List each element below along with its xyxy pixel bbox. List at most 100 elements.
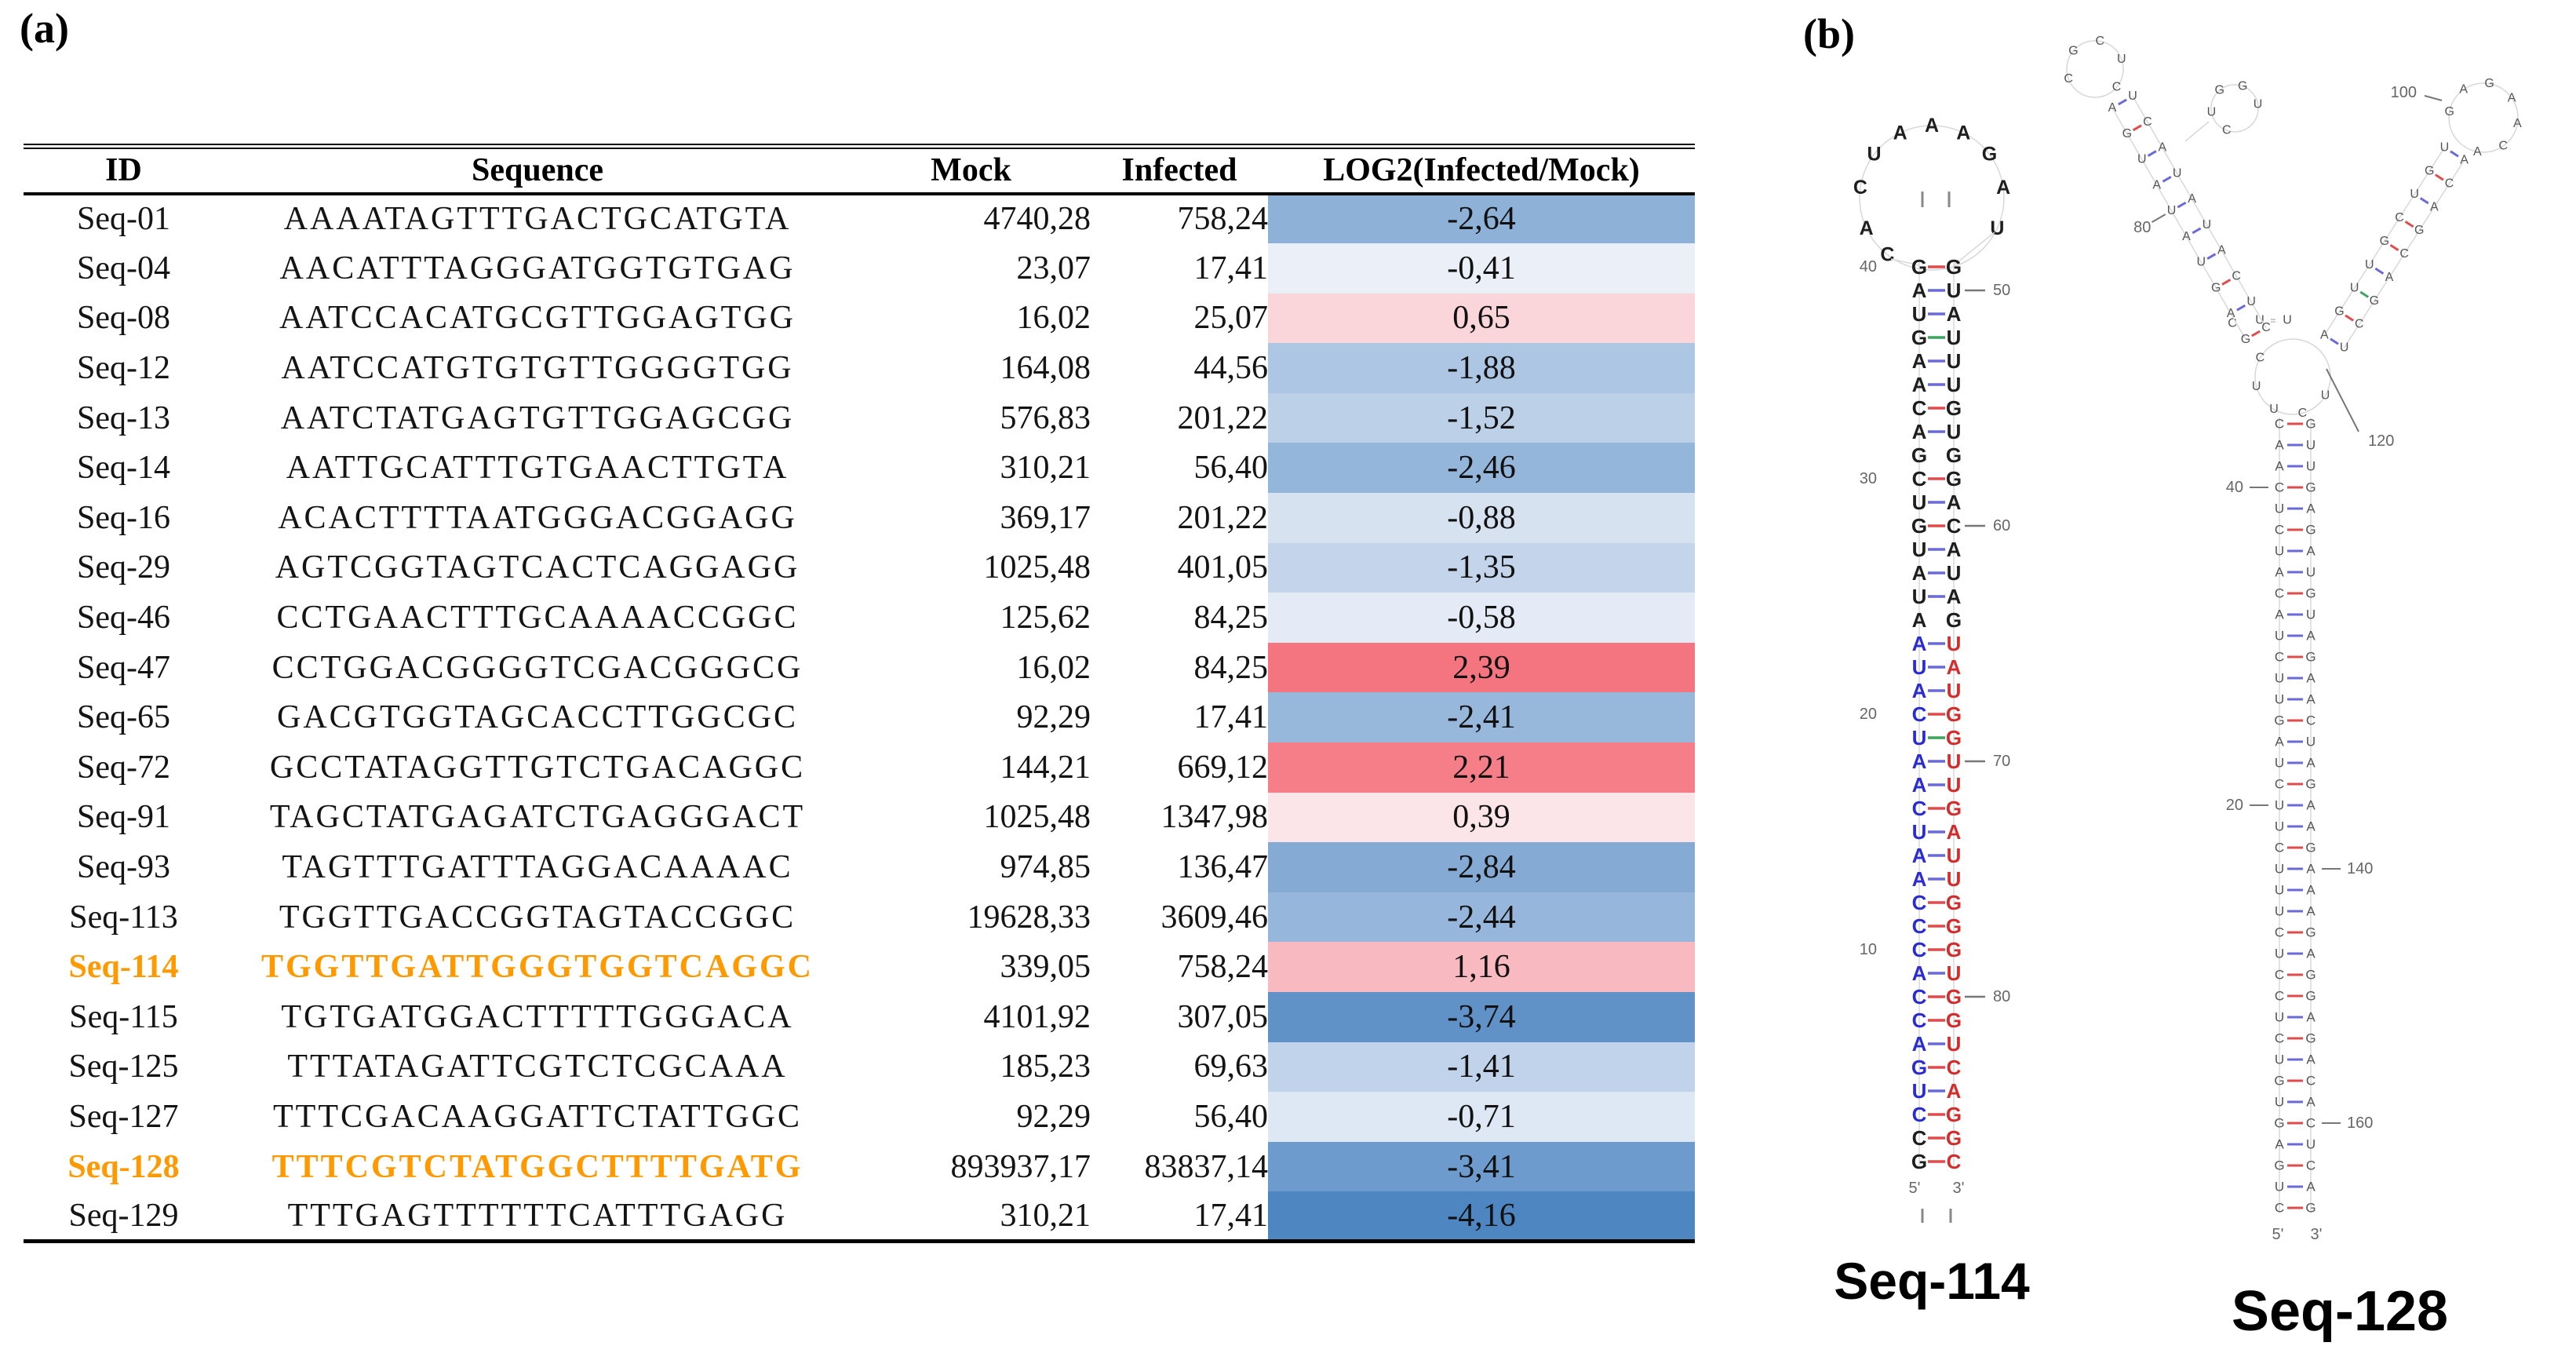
infected-value-cell: 201,22 bbox=[1177, 399, 1269, 436]
mock-value-cell: 16,02 bbox=[1016, 649, 1091, 686]
mock-value-cell: 1025,48 bbox=[983, 549, 1091, 586]
id-cell: Seq-125 bbox=[68, 1049, 179, 1085]
svg-text:A: A bbox=[1956, 122, 1970, 144]
svg-text:U: U bbox=[1912, 655, 1927, 679]
svg-text:G: G bbox=[1911, 255, 1927, 279]
svg-text:C: C bbox=[2275, 523, 2284, 538]
svg-text:G: G bbox=[1946, 726, 1962, 750]
sequence-cell: AAAATAGTTTGACTGCATGTA bbox=[283, 201, 792, 238]
svg-text:U: U bbox=[2283, 314, 2292, 327]
svg-text:A: A bbox=[1912, 679, 1927, 702]
sequence-cell: CCTGAACTTTGCAAAACCGGC bbox=[276, 600, 799, 637]
svg-text:70: 70 bbox=[1993, 753, 2010, 770]
svg-text:C: C bbox=[1912, 985, 1927, 1009]
svg-text:A: A bbox=[1912, 844, 1927, 867]
svg-text:U: U bbox=[2306, 735, 2315, 750]
infected-value-cell: 17,41 bbox=[1193, 1197, 1269, 1234]
svg-text:3': 3' bbox=[2311, 1226, 2323, 1243]
svg-text:C: C bbox=[1912, 1126, 1927, 1150]
svg-text:G: G bbox=[2305, 417, 2315, 432]
svg-text:G: G bbox=[1911, 443, 1927, 467]
svg-text:A: A bbox=[2108, 101, 2117, 115]
svg-text:U: U bbox=[1947, 773, 1962, 797]
svg-text:C: C bbox=[2498, 140, 2508, 153]
svg-text:C: C bbox=[1912, 396, 1927, 420]
svg-text:G: G bbox=[2305, 523, 2315, 538]
id-cell: Seq-04 bbox=[77, 250, 170, 286]
svg-text:A: A bbox=[2275, 438, 2284, 453]
svg-text:C: C bbox=[1912, 1103, 1927, 1126]
mock-value-cell: 92,29 bbox=[1016, 699, 1091, 736]
svg-text:A: A bbox=[1912, 961, 1927, 985]
mock-value-cell: 1025,48 bbox=[983, 799, 1091, 836]
id-cell: Seq-128 bbox=[67, 1148, 180, 1185]
svg-text:U: U bbox=[2275, 692, 2284, 707]
id-cell: Seq-01 bbox=[77, 201, 170, 238]
svg-text:C: C bbox=[2275, 586, 2284, 601]
svg-text:A: A bbox=[2275, 1137, 2284, 1152]
svg-text:A: A bbox=[1912, 373, 1927, 396]
svg-text:G: G bbox=[2305, 841, 2315, 855]
table-row: Seq-128 TTTCGTCTATGGCTTTTGATG 893937,17 838… bbox=[24, 1141, 1695, 1192]
svg-text:C: C bbox=[2095, 35, 2104, 48]
svg-text:C: C bbox=[2306, 713, 2315, 728]
id-cell: Seq-115 bbox=[69, 998, 178, 1035]
svg-text:G: G bbox=[1911, 514, 1927, 538]
svg-text:U: U bbox=[2203, 218, 2212, 232]
sequence-cell: TAGCTATGAGATCTGAGGGACT bbox=[269, 799, 806, 836]
table-row: Seq-115 TGTGATGGACTTTTTGGGACA 4101,92 307,0… bbox=[24, 992, 1695, 1042]
svg-text:U: U bbox=[2440, 140, 2450, 154]
svg-text:U: U bbox=[2275, 798, 2284, 813]
svg-text:C: C bbox=[1912, 914, 1927, 938]
log2-heatmap-cell: -3,74 bbox=[1268, 992, 1695, 1042]
sequence-cell: TTTATAGATTCGTCTCGCAAA bbox=[287, 1049, 788, 1085]
svg-text:A: A bbox=[2473, 145, 2482, 159]
id-cell: Seq-29 bbox=[77, 549, 170, 586]
sequence-cell: TGGTTGACCGGTAGTACCGGC bbox=[279, 899, 796, 936]
sequence-cell: AATCCATGTGTGTTGGGGTGG bbox=[281, 350, 794, 387]
svg-text:A: A bbox=[2513, 117, 2522, 130]
svg-text:A: A bbox=[2182, 230, 2191, 243]
svg-text:G: G bbox=[2370, 294, 2379, 308]
id-cell: Seq-13 bbox=[77, 399, 170, 436]
svg-text:A: A bbox=[2275, 607, 2284, 622]
log2-heatmap-cell: 1,16 bbox=[1268, 942, 1695, 992]
log2-heatmap-cell: 0,39 bbox=[1268, 792, 1695, 843]
sequence-cell: CCTGGACGGGGTCGACGGGCG bbox=[271, 649, 803, 686]
svg-text:G: G bbox=[2211, 281, 2221, 294]
mock-value-cell: 4740,28 bbox=[983, 201, 1091, 238]
log2-heatmap-cell: -2,41 bbox=[1268, 692, 1695, 743]
sequence-cell: TGTGATGGACTTTTTGGGACA bbox=[281, 998, 794, 1035]
infected-value-cell: 83837,14 bbox=[1144, 1148, 1269, 1185]
log2-heatmap-cell: 2,21 bbox=[1268, 742, 1695, 793]
svg-text:A: A bbox=[2306, 904, 2315, 919]
svg-text:U: U bbox=[1947, 844, 1962, 867]
table-row: Seq-127 TTTCGACAAGGATTCTATTGGC 92,29 56,40-… bbox=[24, 1092, 1695, 1142]
svg-text:C: C bbox=[2399, 247, 2409, 261]
sequence-cell: AACATTTAGGGATGGTGTGAG bbox=[279, 250, 796, 286]
svg-text:G: G bbox=[2068, 44, 2078, 57]
svg-text:160: 160 bbox=[2347, 1114, 2373, 1132]
svg-text:G: G bbox=[2274, 1158, 2284, 1173]
svg-text:U: U bbox=[1947, 679, 1962, 702]
seq114-structure-caption: Seq-114 bbox=[1834, 1252, 2030, 1310]
log2-heatmap-cell: -2,64 bbox=[1268, 193, 1695, 244]
id-cell: Seq-08 bbox=[77, 300, 170, 337]
svg-text:U: U bbox=[2117, 53, 2126, 66]
svg-text:U: U bbox=[1947, 750, 1962, 773]
infected-value-cell: 69,63 bbox=[1193, 1049, 1269, 1085]
log2-heatmap-cell: -0,88 bbox=[1268, 493, 1695, 543]
column-header-infected: Infected bbox=[1121, 152, 1237, 189]
svg-text:U: U bbox=[1947, 326, 1962, 349]
sequence-cell: TTTGAGTTTTTTCATTTGAGG bbox=[287, 1197, 788, 1234]
svg-text:C: C bbox=[2306, 1116, 2315, 1131]
infected-value-cell: 136,47 bbox=[1177, 849, 1269, 886]
log2-heatmap-cell: 2,39 bbox=[1268, 642, 1695, 693]
sequence-cell: TAGTTTGATTTAGGACAAAAC bbox=[282, 849, 793, 886]
id-cell: Seq-12 bbox=[77, 350, 170, 387]
svg-text:U: U bbox=[2275, 756, 2284, 771]
table-row: Seq-91 TAGCTATGAGATCTGAGGGACT 1025,48 1347,… bbox=[24, 792, 1695, 843]
svg-text:A: A bbox=[1947, 585, 1962, 608]
svg-text:U: U bbox=[2275, 904, 2284, 919]
